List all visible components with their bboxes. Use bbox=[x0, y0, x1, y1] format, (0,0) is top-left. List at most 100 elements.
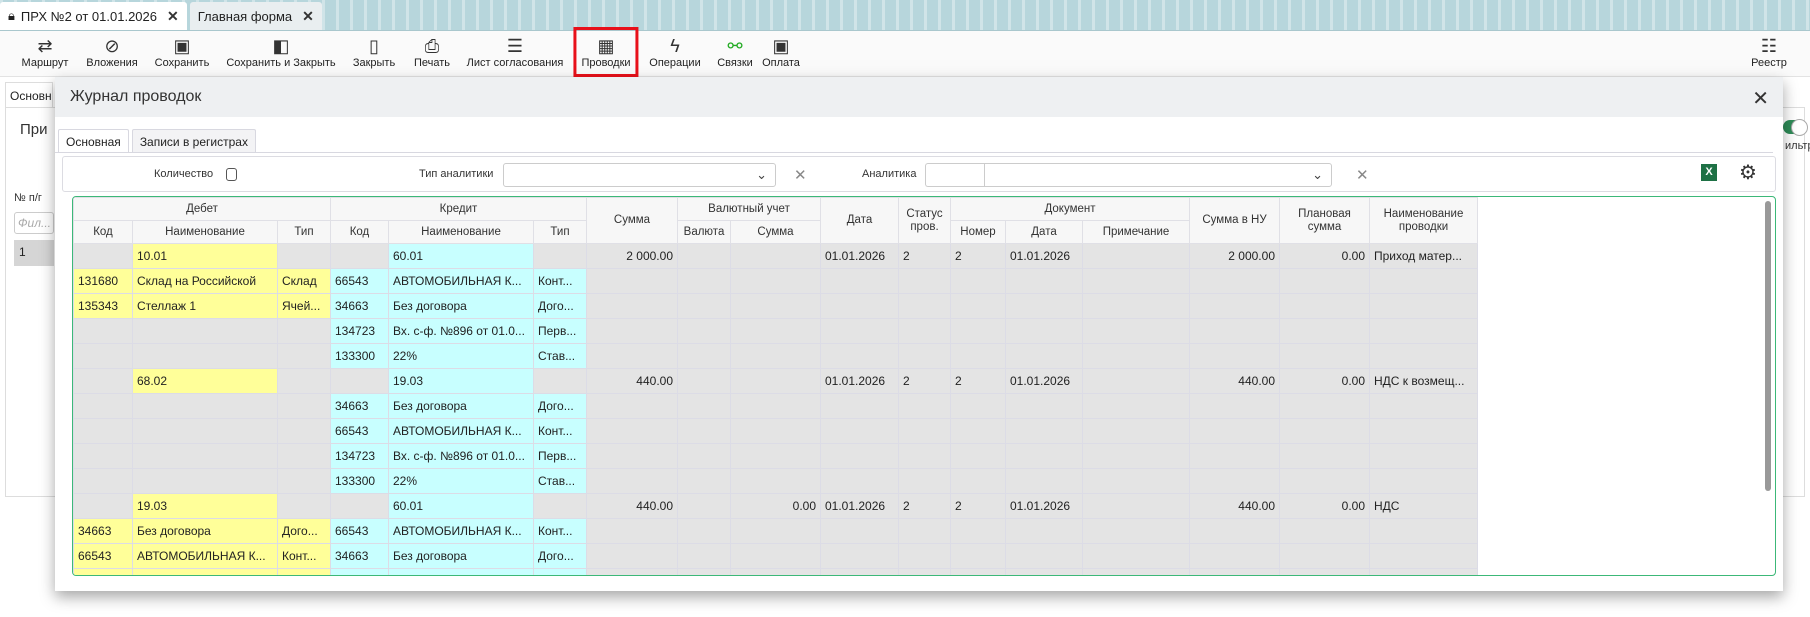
empty-cell bbox=[730, 568, 821, 575]
label: Закрыть bbox=[352, 57, 396, 69]
table-row[interactable]: 34663 Без договора Дого... bbox=[73, 393, 1478, 419]
money-icon: ▣ bbox=[772, 36, 790, 56]
doc-number-cell: 2 bbox=[950, 368, 1006, 394]
table-row[interactable]: 134723 Вх. с-ф. №896 от 01.0... Перв... bbox=[73, 318, 1478, 344]
credit-type-cell: Конт... bbox=[533, 268, 587, 294]
entry-name-cell bbox=[1369, 268, 1478, 294]
table-row[interactable]: 10.01 60.01 2 000.00 01.01.2026 2 2 01.01.2026… bbox=[73, 243, 1478, 269]
credit-name-cell: Без договора bbox=[388, 293, 534, 319]
currency-sum-cell bbox=[730, 393, 821, 419]
date-cell bbox=[820, 543, 899, 569]
table-row[interactable]: 134723 Вх. с-ф. №896 от 01.0... Перв... bbox=[73, 443, 1478, 469]
header-debit-type[interactable]: Тип bbox=[277, 220, 331, 244]
payment-button[interactable]: ▣ Оплата bbox=[762, 35, 800, 69]
door-icon: ▯ bbox=[369, 36, 379, 56]
doc-date-cell bbox=[1005, 418, 1083, 444]
clear-analytics-icon[interactable]: ✕ bbox=[1356, 167, 1369, 184]
analytics-type-select[interactable]: ⌄ bbox=[503, 163, 776, 187]
header-entry-name[interactable]: Наименование проводки bbox=[1369, 197, 1478, 244]
background-filter-input[interactable]: Фил... bbox=[14, 212, 54, 234]
plan-sum-cell bbox=[1279, 418, 1370, 444]
date-cell bbox=[820, 318, 899, 344]
currency-cell bbox=[677, 268, 731, 294]
clear-analytics-type-icon[interactable]: ✕ bbox=[794, 167, 807, 184]
header-credit-type[interactable]: Тип bbox=[533, 220, 587, 244]
header-credit-code[interactable]: Код bbox=[330, 220, 389, 244]
header-status[interactable]: Статус пров. bbox=[898, 197, 951, 244]
entries-button[interactable]: ▦ Проводки bbox=[573, 27, 639, 77]
credit-type-cell: Перв... bbox=[533, 318, 587, 344]
tab-prx-document[interactable]: 🔒︎ ПРХ №2 от 01.01.2026 ✕ bbox=[0, 2, 187, 30]
header-plan-sum[interactable]: Плановая сумма bbox=[1279, 197, 1370, 244]
debit-type-cell bbox=[277, 243, 331, 269]
close-tab-icon[interactable]: ✕ bbox=[302, 7, 314, 24]
save-button[interactable]: ▣ Сохранить bbox=[155, 35, 210, 69]
header-date[interactable]: Дата bbox=[820, 197, 899, 244]
header-sum[interactable]: Сумма bbox=[586, 197, 678, 244]
credit-code-cell: 133300 bbox=[330, 343, 389, 369]
label: Сохранить и Закрыть bbox=[226, 57, 336, 69]
entry-name-cell bbox=[1369, 318, 1478, 344]
quantity-checkbox[interactable] bbox=[226, 168, 237, 181]
table-row[interactable]: 133300 22% Став... bbox=[73, 468, 1478, 494]
approval-sheet-button[interactable]: ☰ Лист согласования bbox=[467, 35, 564, 69]
tab-register-records[interactable]: Записи в регистрах bbox=[131, 129, 256, 152]
header-sum-nu[interactable]: Сумма в НУ bbox=[1189, 197, 1280, 244]
debit-code-cell: 66543 bbox=[73, 543, 133, 569]
header-credit-name[interactable]: Наименование bbox=[388, 220, 534, 244]
entries-journal-dialog: Журнал проводок ✕ Основная Записи в реги… bbox=[55, 77, 1783, 591]
table-row[interactable]: 66543 АВТОМОБИЛЬНАЯ К... Конт... bbox=[73, 418, 1478, 444]
registry-button[interactable]: ☷ Реестр bbox=[1751, 35, 1787, 69]
excel-export-button[interactable]: X bbox=[1701, 164, 1717, 181]
vertical-scrollbar[interactable] bbox=[1765, 201, 1771, 491]
credit-name-cell: АВТОМОБИЛЬНАЯ К... bbox=[388, 418, 534, 444]
quantity-label: Количество bbox=[154, 168, 214, 180]
empty-cell bbox=[1082, 568, 1190, 575]
background-tab-main[interactable]: Основн bbox=[5, 82, 53, 108]
table-row[interactable] bbox=[73, 568, 1478, 575]
table-row[interactable]: 133300 22% Став... bbox=[73, 343, 1478, 369]
save-close-button[interactable]: ◧ Сохранить и Закрыть bbox=[226, 35, 335, 69]
table-row[interactable]: 19.03 60.01 440.00 0.00 01.01.2026 2 2 01.01.20… bbox=[73, 493, 1478, 519]
route-button[interactable]: ⇄ Маршрут bbox=[22, 35, 69, 69]
debit-type-cell: Склад bbox=[277, 268, 331, 294]
analytics-select[interactable]: ⌄ bbox=[984, 163, 1332, 187]
close-button[interactable]: ▯ Закрыть bbox=[353, 35, 395, 69]
debit-type-cell bbox=[277, 493, 331, 519]
credit-name-cell: Вх. с-ф. №896 от 01.0... bbox=[388, 318, 534, 344]
header-currency-sum[interactable]: Сумма bbox=[730, 220, 821, 244]
debit-type-cell bbox=[277, 393, 331, 419]
header-debit-code[interactable]: Код bbox=[73, 220, 133, 244]
background-row[interactable]: 1 bbox=[14, 240, 54, 266]
doc-number-cell bbox=[950, 343, 1006, 369]
doc-number-cell: 2 bbox=[950, 493, 1006, 519]
table-row[interactable]: 135343 Стеллаж 1 Ячей... 34663 Без договора Д… bbox=[73, 293, 1478, 319]
date-cell bbox=[820, 418, 899, 444]
attachments-button[interactable]: ⊘ Вложения bbox=[86, 35, 138, 69]
empty-cell bbox=[898, 568, 951, 575]
table-row[interactable]: 34663 Без договора Дого... 66543 АВТОМОБИЛЬН… bbox=[73, 518, 1478, 544]
header-doc-note[interactable]: Примечание bbox=[1082, 220, 1190, 244]
table-row[interactable]: 68.02 19.03 440.00 01.01.2026 2 2 01.01.2026 44… bbox=[73, 368, 1478, 394]
table-row[interactable]: 66543 АВТОМОБИЛЬНАЯ К... Конт... 34663 Без д… bbox=[73, 543, 1478, 569]
header-doc-number[interactable]: Номер bbox=[950, 220, 1006, 244]
close-icon[interactable]: ✕ bbox=[1752, 88, 1769, 110]
table-row[interactable]: 131680 Склад на Российской Склад 66543 АВТОМ… bbox=[73, 268, 1478, 294]
debit-name-cell bbox=[132, 343, 278, 369]
operations-button[interactable]: ϟ Операции bbox=[649, 35, 700, 69]
print-button[interactable]: ⎙ Печать bbox=[414, 35, 450, 69]
debit-code-cell bbox=[73, 343, 133, 369]
label: Реестр bbox=[1751, 57, 1787, 69]
header-debit-name[interactable]: Наименование bbox=[132, 220, 278, 244]
analytics-code-input[interactable] bbox=[925, 163, 984, 187]
close-tab-icon[interactable]: ✕ bbox=[167, 7, 179, 24]
filter-toggle[interactable] bbox=[1783, 119, 1808, 136]
gear-icon[interactable]: ⚙ bbox=[1739, 162, 1757, 184]
tab-main-form[interactable]: Главная форма ✕ bbox=[189, 2, 322, 30]
tab-main[interactable]: Основная bbox=[58, 129, 129, 153]
currency-cell bbox=[677, 368, 731, 394]
header-doc-date[interactable]: Дата bbox=[1005, 220, 1083, 244]
header-currency-code[interactable]: Валюта bbox=[677, 220, 731, 244]
credit-code-cell: 134723 bbox=[330, 318, 389, 344]
links-button[interactable]: ⚯ Связки bbox=[717, 35, 753, 69]
